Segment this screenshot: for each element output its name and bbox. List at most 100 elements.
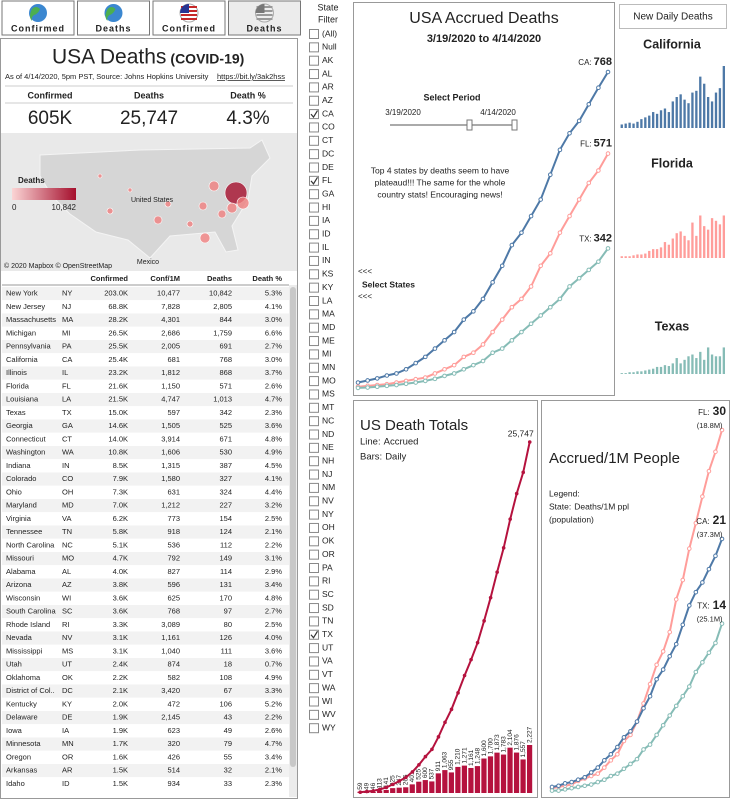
table-cell: 3,914 (161, 434, 180, 443)
table-row[interactable] (2, 552, 289, 566)
checkbox[interactable] (309, 55, 319, 66)
table-row[interactable] (2, 750, 289, 764)
checkbox[interactable] (309, 416, 319, 427)
checkbox[interactable] (309, 683, 319, 694)
table-row[interactable] (2, 485, 289, 499)
table-row[interactable] (2, 287, 289, 301)
checkbox[interactable] (309, 563, 319, 573)
table-row[interactable] (2, 353, 289, 367)
table-row[interactable] (2, 313, 289, 327)
point (480, 358, 486, 364)
checkbox[interactable] (309, 82, 319, 93)
checkbox[interactable] (309, 95, 319, 106)
checkbox[interactable] (309, 229, 319, 240)
source-link[interactable]: https://bit.ly/3ak2hss (217, 72, 285, 81)
table-row[interactable] (2, 472, 289, 486)
table-row[interactable] (2, 432, 289, 446)
table-row[interactable] (2, 525, 289, 539)
table-row[interactable] (2, 737, 289, 751)
table-row[interactable] (2, 591, 289, 605)
checkbox[interactable] (309, 589, 319, 600)
table-row[interactable] (2, 538, 289, 552)
table-row[interactable] (2, 697, 289, 711)
checkbox[interactable] (309, 202, 319, 213)
checkbox[interactable] (309, 603, 319, 614)
table-row[interactable] (2, 658, 289, 672)
checkbox[interactable] (309, 496, 319, 507)
checkbox[interactable] (309, 442, 319, 453)
checkbox[interactable] (309, 643, 319, 654)
checkbox[interactable] (309, 402, 319, 413)
table-row[interactable] (2, 644, 289, 658)
checkbox[interactable] (309, 549, 319, 560)
checkbox[interactable] (309, 376, 319, 387)
checkbox[interactable] (309, 656, 319, 667)
point (586, 267, 592, 273)
checkbox[interactable] (309, 122, 319, 133)
checkbox[interactable] (309, 709, 319, 720)
checkbox[interactable] (309, 389, 319, 400)
checkbox[interactable] (309, 242, 319, 253)
table-row[interactable] (2, 379, 289, 393)
checkbox[interactable] (309, 696, 319, 707)
checkbox[interactable] (309, 109, 319, 120)
scrollbar-thumb[interactable] (290, 287, 296, 767)
slider-handle[interactable] (511, 119, 518, 131)
checkbox[interactable] (309, 296, 319, 306)
checkbox[interactable] (309, 669, 319, 680)
checkbox[interactable] (309, 135, 319, 146)
table-row[interactable] (2, 578, 289, 592)
table-row[interactable] (2, 446, 289, 460)
table-row[interactable] (2, 764, 289, 778)
slider-handle[interactable] (466, 119, 473, 131)
table-row[interactable] (2, 499, 289, 513)
checkbox[interactable] (309, 362, 319, 373)
table-row[interactable] (2, 459, 289, 473)
checkbox[interactable] (309, 42, 319, 53)
checkbox[interactable] (309, 29, 319, 39)
table-row[interactable] (2, 393, 289, 407)
checkbox[interactable] (309, 576, 319, 587)
table-row[interactable] (2, 724, 289, 738)
table-row[interactable] (2, 684, 289, 698)
checkbox[interactable] (309, 522, 319, 533)
table-row[interactable] (2, 326, 289, 340)
checkbox[interactable] (309, 349, 319, 360)
table-row[interactable] (2, 366, 289, 380)
table-row[interactable] (2, 671, 289, 685)
table-row[interactable] (2, 605, 289, 619)
table-row[interactable] (2, 631, 289, 645)
checkbox[interactable] (309, 189, 319, 200)
table-row[interactable] (2, 565, 289, 579)
checkbox[interactable] (309, 469, 319, 480)
table-row[interactable] (2, 406, 289, 420)
checkbox[interactable] (309, 482, 319, 493)
checkbox[interactable] (309, 616, 319, 627)
checkbox[interactable] (309, 456, 319, 467)
table-row[interactable] (2, 300, 289, 314)
panel-tab[interactable] (619, 4, 727, 29)
checkbox[interactable] (309, 429, 319, 440)
checkbox[interactable] (309, 255, 319, 266)
table-row[interactable] (2, 711, 289, 725)
checkbox[interactable] (309, 309, 319, 320)
checkbox[interactable] (309, 282, 319, 293)
checkbox[interactable] (309, 215, 319, 226)
checkbox[interactable] (309, 149, 319, 160)
checkbox[interactable] (309, 69, 319, 80)
checkbox[interactable] (309, 162, 319, 173)
table-row[interactable] (2, 512, 289, 526)
checkbox[interactable] (309, 336, 319, 347)
checkbox[interactable] (309, 629, 319, 640)
table-row[interactable] (2, 618, 289, 632)
checkbox[interactable] (309, 536, 319, 547)
table-cell: 2,005 (161, 342, 180, 351)
checkbox[interactable] (309, 509, 319, 520)
checkbox[interactable] (309, 269, 319, 280)
checkbox[interactable] (309, 322, 319, 333)
table-row[interactable] (2, 419, 289, 433)
table-row[interactable] (2, 340, 289, 354)
table-row[interactable] (2, 777, 289, 791)
checkbox[interactable] (309, 175, 319, 186)
checkbox[interactable] (309, 723, 319, 734)
